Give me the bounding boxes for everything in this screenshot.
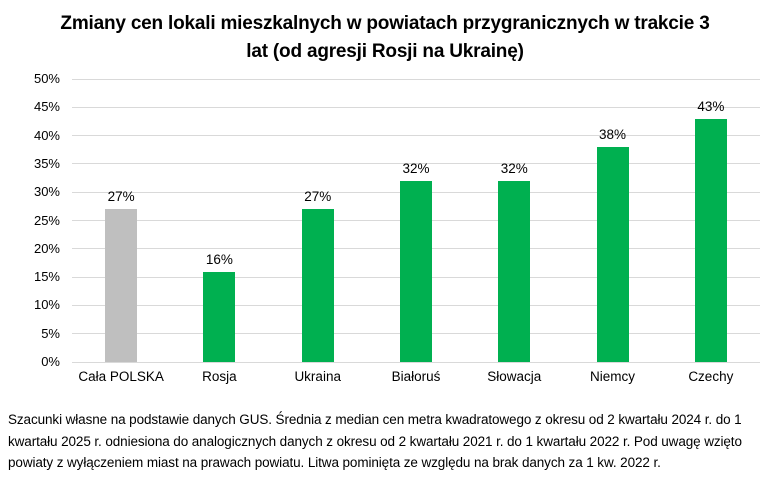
bar-value-label: 16% (205, 251, 233, 267)
bar-column: 38% (563, 79, 661, 363)
x-axis-category-label: Niemcy (590, 369, 636, 385)
bar (498, 180, 531, 363)
bar-columns: 27% 16% 27% 32% 32% 38% 43% (72, 79, 760, 363)
x-axis-category-label: Rosja (202, 369, 237, 385)
bar-column: 32% (465, 79, 563, 363)
bar-value-label: 43% (697, 98, 725, 114)
bar-column: 32% (367, 79, 465, 363)
y-axis-tick-label: 20% (33, 240, 60, 256)
chart-title: Zmiany cen lokali mieszkalnych w powiata… (0, 0, 770, 65)
gridline (72, 78, 760, 80)
bar (596, 147, 629, 363)
bar (694, 118, 727, 363)
y-axis-tick-label: 25% (33, 212, 60, 228)
bar-value-label: 27% (304, 189, 332, 205)
y-axis-tick-label: 30% (33, 184, 60, 200)
plot-area: 27% 16% 27% 32% 32% 38% 43% (72, 78, 760, 363)
bar-column: 27% (72, 79, 170, 363)
x-axis-category-label: Białoruś (391, 369, 441, 385)
y-axis-tick-label: 45% (33, 99, 60, 115)
gridline (72, 106, 760, 108)
bar (105, 209, 138, 363)
gridline (72, 163, 760, 165)
y-axis-tick-label: 50% (33, 71, 60, 87)
bar (399, 180, 432, 363)
bar-value-label: 32% (500, 160, 528, 176)
bar-chart: 0% 5% 10% 15% 20% 25% 30% 35% 40% 45% 50% 27% 16% 27… (0, 71, 770, 391)
gridline (72, 361, 760, 363)
bar-value-label: 38% (599, 127, 627, 143)
bar-column: 27% (269, 79, 367, 363)
bar-value-label: 27% (107, 189, 135, 205)
x-axis-category-label: Słowacja (487, 369, 542, 385)
bar (301, 209, 334, 363)
x-axis-category-label: Czechy (688, 369, 734, 385)
bar-value-label: 32% (402, 160, 430, 176)
y-axis-tick-label: 40% (33, 127, 60, 143)
y-axis-tick-label: 0% (41, 354, 60, 370)
x-axis-category-label: Ukraina (294, 369, 341, 385)
y-axis-tick-label: 35% (33, 155, 60, 171)
footnote-text: Szacunki własne na podstawie danych GUS.… (8, 412, 742, 471)
chart-title-line-2: lat (od agresji Rosji na Ukrainę) (246, 40, 524, 62)
y-axis-tick-label: 15% (33, 269, 60, 285)
y-axis-tick-label: 10% (33, 297, 60, 313)
bar (203, 271, 236, 363)
x-axis: Cała POLSKA Rosja Ukraina Białoruś Słowacja N… (72, 369, 760, 384)
bar-column: 16% (170, 79, 268, 363)
y-axis-tick-label: 5% (41, 325, 60, 341)
x-axis-category-label: Cała POLSKA (78, 369, 164, 385)
bar-column: 43% (662, 79, 760, 363)
chart-title-line-1: Zmiany cen lokali mieszkalnych w powiata… (60, 13, 710, 34)
gridline (72, 135, 760, 137)
